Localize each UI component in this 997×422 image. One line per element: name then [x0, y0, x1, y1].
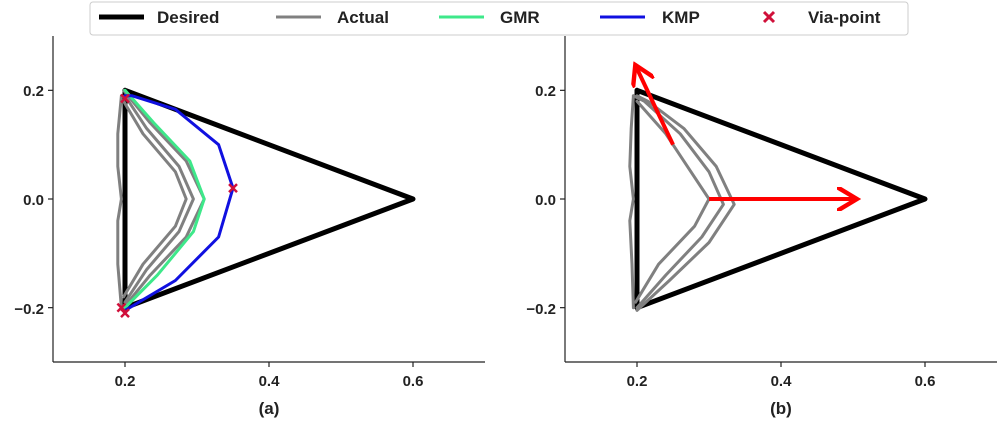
- panel-a-y-tick-labels: 0.2 0.0 −0.2: [14, 83, 44, 318]
- panel-b-series-desired: [634, 87, 928, 311]
- panel-a-xtick-label: 0.6: [403, 373, 424, 390]
- legend-frame: [89, 1, 909, 36]
- panel-a-ytick-label: −0.2: [14, 301, 44, 318]
- panel-a-marks: [48, 87, 416, 367]
- legend-label-actual: Actual: [337, 8, 389, 27]
- panel-b-ytick-label: 0.2: [535, 83, 556, 100]
- panel-a-via-point-marker: [228, 183, 238, 194]
- panel-b-ytick-label: 0.0: [535, 192, 556, 209]
- panel-b-x-tick-labels: 0.2 0.4 0.6: [627, 373, 936, 390]
- panel-a-subtitle: (a): [259, 399, 280, 418]
- legend-entry-kmp: KMP: [600, 8, 700, 27]
- panel-b-series-actual: [628, 94, 635, 310]
- legend-label-via-point: Via-point: [808, 8, 881, 27]
- legend: Desired Actual GMR KMP Via-point: [89, 1, 909, 36]
- legend-entry-gmr: GMR: [439, 8, 540, 27]
- panel-b-xtick-label: 0.4: [771, 373, 793, 390]
- panel-b-arrow: [637, 69, 675, 146]
- panel-a-xtick-label: 0.2: [115, 373, 136, 390]
- panel-a-via-point-marker: [120, 308, 130, 318]
- legend-label-gmr: GMR: [500, 8, 540, 27]
- panel-b-xtick-label: 0.6: [915, 373, 936, 390]
- panel-a-series-actual: [123, 94, 195, 304]
- legend-label-desired: Desired: [157, 8, 219, 27]
- panel-a-xtick-label: 0.4: [259, 373, 281, 390]
- legend-swatch-via-point-x-icon: [762, 10, 776, 24]
- panel-a-series-desired: [122, 87, 416, 311]
- panel-b-marks: [560, 69, 928, 367]
- legend-label-kmp: KMP: [662, 8, 700, 27]
- panel-a-via-point-marker: [116, 302, 127, 313]
- panel-a-series-kmp: [123, 94, 235, 312]
- panel-b-xtick-label: 0.2: [627, 373, 648, 390]
- legend-entry-via-point: Via-point: [762, 8, 881, 27]
- panel-a: 0.2 0.0 −0.2 0.2 0.4 0.6 (a): [14, 36, 485, 418]
- legend-entry-desired: Desired: [99, 8, 219, 27]
- panel-b-y-tick-labels: 0.2 0.0 −0.2: [526, 83, 556, 318]
- panel-a-series-actual: [116, 94, 123, 310]
- panel-a-x-tick-labels: 0.2 0.4 0.6: [115, 373, 424, 390]
- panel-a-ytick-label: 0.2: [23, 83, 44, 100]
- legend-entry-actual: Actual: [276, 8, 389, 27]
- panel-a-via-point-marker: [120, 93, 130, 104]
- panel-b-series-actual: [631, 94, 725, 310]
- panel-a-ytick-label: 0.0: [23, 192, 44, 209]
- panel-a-series-actual: [122, 99, 188, 299]
- panel-a-series-gmr: [123, 88, 206, 310]
- panel-b-subtitle: (b): [770, 399, 792, 418]
- panel-b: 0.2 0.0 −0.2 0.2 0.4 0.6 (b): [526, 36, 997, 418]
- panel-b-series-actual: [634, 99, 711, 304]
- panel-b-ytick-label: −0.2: [526, 301, 556, 318]
